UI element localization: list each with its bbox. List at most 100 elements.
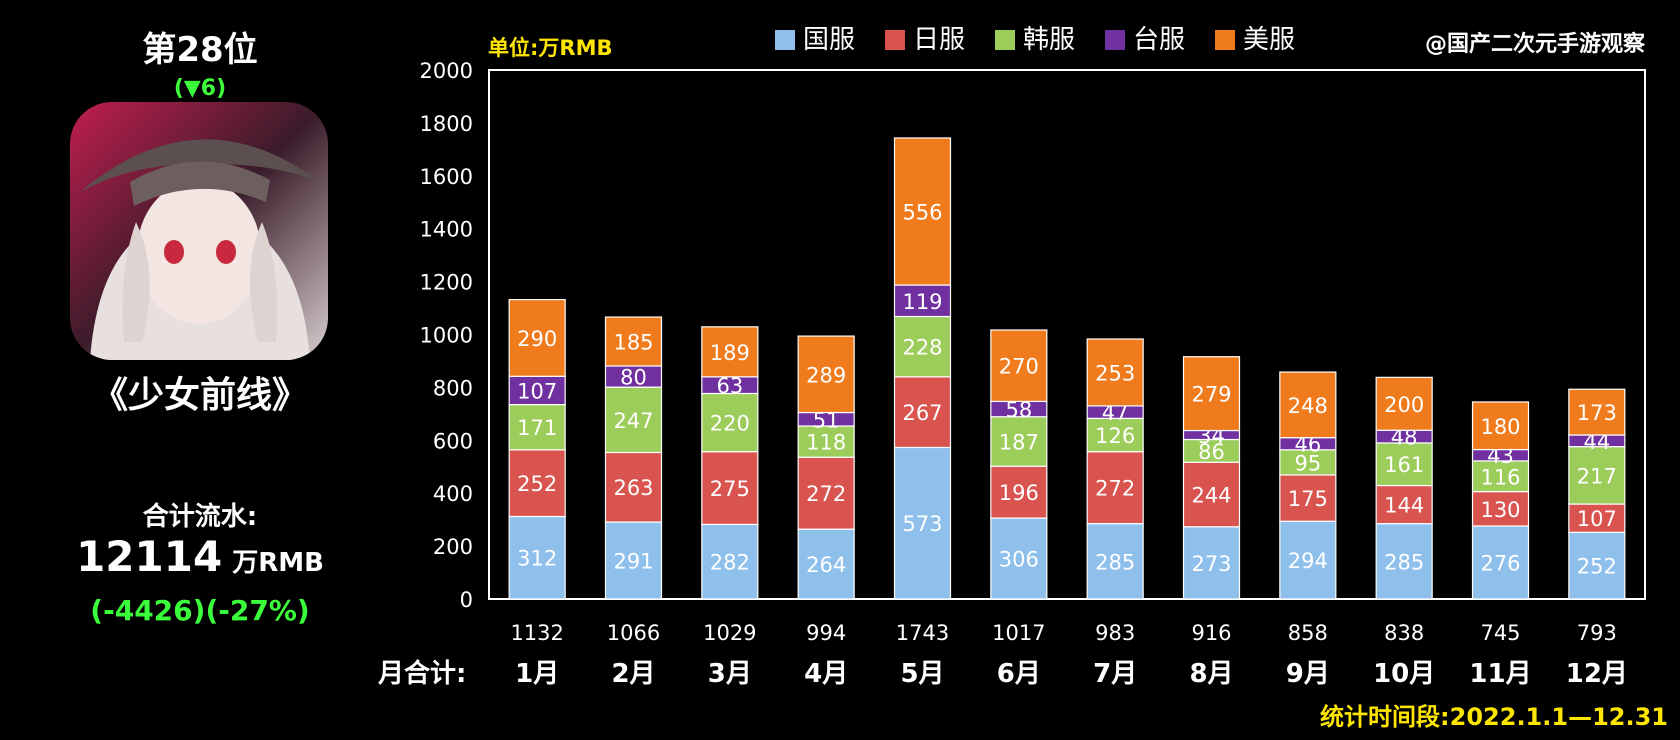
game-cover-image xyxy=(70,102,328,360)
bar-segment xyxy=(508,403,566,451)
data-label: 126 xyxy=(1095,424,1135,448)
y-tick-label: 1600 xyxy=(420,165,473,189)
y-tick-label: 200 xyxy=(433,535,473,559)
total-revenue-change: (-4426)(-27%) xyxy=(90,594,310,627)
monthly-total-value: 745 xyxy=(1480,621,1520,645)
bars: 312 252 171 107 290 291 263 247 80 185 282 275 220 63… xyxy=(508,137,1626,600)
bar-segment xyxy=(604,451,663,523)
bar-segment xyxy=(1471,525,1530,600)
data-label: 63 xyxy=(716,374,743,398)
x-tick-label: 9月 xyxy=(1286,659,1330,689)
data-label: 263 xyxy=(613,476,653,500)
monthly-total-value: 858 xyxy=(1288,621,1328,645)
data-label: 290 xyxy=(517,327,557,351)
y-tick-label: 1800 xyxy=(420,112,473,136)
data-label: 171 xyxy=(517,416,557,440)
rank-change: (▼6) xyxy=(173,76,227,101)
data-label: 228 xyxy=(902,336,942,360)
monthly-total-value: 1743 xyxy=(896,621,949,645)
data-label: 86 xyxy=(1198,440,1225,464)
bar-segment xyxy=(990,465,1048,519)
total-revenue-unit: 万RMB xyxy=(232,548,324,578)
data-label: 306 xyxy=(999,548,1039,572)
bar-segment xyxy=(1568,503,1626,533)
data-label: 252 xyxy=(1577,555,1617,579)
legend-swatch xyxy=(885,30,905,50)
data-label: 285 xyxy=(1384,550,1424,574)
data-label: 253 xyxy=(1095,361,1135,385)
data-label: 252 xyxy=(517,472,557,496)
bar-segment xyxy=(797,456,855,530)
monthly-total-value: 994 xyxy=(806,621,846,645)
legend: 国服 日服 韩服 台服 美服 xyxy=(775,25,1295,55)
y-tick-label: 400 xyxy=(433,482,473,506)
bar-segment xyxy=(1182,356,1241,432)
data-label: 130 xyxy=(1480,498,1520,522)
y-tick-label: 600 xyxy=(433,429,473,453)
bar-segment xyxy=(1086,417,1144,453)
bar-segment xyxy=(508,515,566,600)
monthly-total-value: 916 xyxy=(1191,621,1231,645)
bar-segment xyxy=(604,521,663,600)
monthly-total-value: 1132 xyxy=(510,621,563,645)
bar-segment xyxy=(1568,446,1626,505)
bar-segment xyxy=(893,315,952,378)
game-title: 《少女前线》 xyxy=(91,375,308,416)
rank-title: 第28位 xyxy=(142,30,258,70)
data-label: 107 xyxy=(517,379,557,403)
data-label: 282 xyxy=(710,551,750,575)
x-tick-label: 7月 xyxy=(1093,659,1137,689)
bar-segment xyxy=(1568,531,1626,600)
y-tick-label: 1000 xyxy=(420,324,473,348)
monthly-totals: 1132 1066 1029 994 1743 1017 983 916 858 838 745 79… xyxy=(510,621,1616,645)
data-label: 556 xyxy=(902,201,942,225)
x-tick-label: 12月 xyxy=(1566,659,1628,689)
legend-label: 台服 xyxy=(1133,25,1185,55)
data-label: 264 xyxy=(806,553,846,577)
data-label: 189 xyxy=(710,341,750,365)
data-label: 312 xyxy=(517,547,557,571)
data-label: 573 xyxy=(902,512,942,536)
data-label: 144 xyxy=(1384,494,1424,518)
total-revenue-value: 12114 xyxy=(76,532,223,581)
y-tick-label: 0 xyxy=(460,588,473,612)
data-label: 217 xyxy=(1577,464,1617,488)
legend-swatch xyxy=(1105,30,1125,50)
legend-label: 国服 xyxy=(803,25,855,55)
bar-segment xyxy=(1471,491,1530,527)
data-label: 275 xyxy=(710,477,750,501)
monthly-total-value: 1017 xyxy=(992,621,1045,645)
bar-segment xyxy=(1182,526,1241,600)
x-tick-label: 5月 xyxy=(900,659,944,689)
monthly-total-value: 983 xyxy=(1095,621,1135,645)
data-label: 273 xyxy=(1191,552,1231,576)
x-axis: 1月 2月 3月 4月 5月 6月 7月 8月 9月 10月 11月 12月 xyxy=(515,659,1628,689)
plot-area xyxy=(488,69,1646,600)
data-label: 173 xyxy=(1577,401,1617,425)
data-label: 272 xyxy=(1095,477,1135,501)
total-revenue: 12114 万RMB xyxy=(0,532,400,581)
bar-segment xyxy=(1375,376,1433,431)
y-tick-label: 1200 xyxy=(420,271,473,295)
y-axis: 0 200 400 600 800 1000 1200 1400 1600 1800 2000 xyxy=(420,59,473,612)
y-tick-label: 1400 xyxy=(420,218,473,242)
bar-segment xyxy=(1568,388,1626,436)
x-tick-label: 6月 xyxy=(997,659,1041,689)
bar-segment xyxy=(990,329,1048,403)
data-label: 185 xyxy=(613,331,653,355)
data-label: 276 xyxy=(1480,551,1520,575)
bar-segment xyxy=(508,449,566,518)
monthly-total-label: 月合计: xyxy=(377,658,466,689)
data-label: 220 xyxy=(710,412,750,436)
bar-segment xyxy=(893,137,952,286)
bar-segment xyxy=(701,523,759,600)
bar-segment xyxy=(797,425,855,458)
data-label: 80 xyxy=(620,366,647,390)
data-label: 119 xyxy=(902,290,942,314)
y-tick-label: 800 xyxy=(433,376,473,400)
bar-segment xyxy=(508,298,566,377)
bar-segment xyxy=(604,316,663,367)
data-label: 272 xyxy=(806,482,846,506)
bar-segment xyxy=(990,517,1048,600)
bar-segment xyxy=(990,416,1048,467)
